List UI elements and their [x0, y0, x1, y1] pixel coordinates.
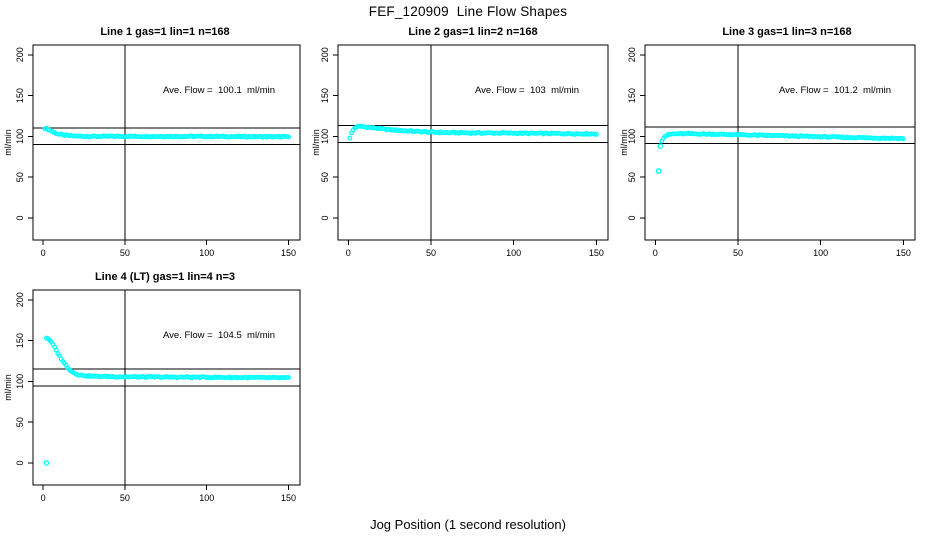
line-4-chart: 0 50 100 150 0 50 100 150 200 ml/min — [3, 289, 301, 503]
svg-text:200: 200 — [627, 47, 637, 62]
line-2-ave-flow-annotation: Ave. Flow = 103 ml/min — [474, 85, 580, 96]
svg-text:150: 150 — [281, 493, 296, 503]
svg-text:0: 0 — [320, 215, 330, 220]
line-3-chart: 0 50 100 150 0 50 100 150 200 ml/min — [619, 44, 916, 258]
svg-text:0: 0 — [41, 248, 46, 258]
data-points — [42, 125, 291, 140]
svg-text:0: 0 — [41, 493, 46, 503]
x-axis: 0 50 100 150 — [41, 485, 296, 503]
subplot-line-4: Line 4 (LT) gas=1 lin=4 n=3 0 50 100 150 0 50… — [0, 270, 308, 515]
svg-text:50: 50 — [15, 172, 25, 182]
svg-text:0: 0 — [653, 248, 658, 258]
x-axis: 0 50 100 150 — [653, 240, 911, 258]
subplot-line-3-title: Line 3 gas=1 lin=3 n=168 — [722, 26, 852, 38]
line-3-ave-flow-annotation: Ave. Flow = 101.2 ml/min — [778, 85, 892, 96]
line-1-chart: 0 50 100 150 0 50 100 150 200 ml/min — [3, 44, 301, 258]
y-axis-label: ml/min — [3, 374, 13, 401]
svg-text:0: 0 — [627, 215, 637, 220]
y-axis-label: ml/min — [619, 129, 629, 156]
y-axis-label: ml/min — [3, 129, 13, 156]
figure-xlabel: Jog Position (1 second resolution) — [370, 517, 566, 532]
data-points — [43, 335, 291, 466]
axes: 0 50 100 150 0 50 100 150 200 ml/min — [3, 44, 301, 258]
svg-text:0: 0 — [346, 248, 351, 258]
svg-text:200: 200 — [15, 47, 25, 62]
axes: 0 50 100 150 0 50 100 150 200 ml/min — [619, 44, 916, 258]
svg-text:50: 50 — [733, 248, 743, 258]
data-points — [655, 130, 906, 174]
reference-lines — [338, 45, 608, 240]
subplot-line-1: Line 1 gas=1 lin=1 n=168 0 50 100 150 0 50 100… — [0, 25, 308, 270]
svg-text:150: 150 — [15, 333, 25, 348]
axes: 0 50 100 150 0 50 100 150 200 ml/min — [311, 44, 609, 258]
x-axis: 0 50 100 150 — [346, 240, 604, 258]
data-points — [347, 123, 599, 141]
svg-text:150: 150 — [281, 248, 296, 258]
y-axis: 0 50 100 150 200 — [15, 47, 33, 220]
subplot-line-2: Line 2 gas=1 lin=2 n=168 0 50 100 150 0 50 100… — [308, 25, 616, 270]
subplot-line-4-title: Line 4 (LT) gas=1 lin=4 n=3 — [94, 271, 236, 283]
svg-text:100: 100 — [506, 248, 521, 258]
y-axis: 0 50 100 150 200 — [15, 292, 33, 465]
svg-text:0: 0 — [15, 215, 25, 220]
y-axis: 0 50 100 150 200 — [320, 47, 338, 220]
svg-text:50: 50 — [320, 172, 330, 182]
svg-text:100: 100 — [15, 374, 25, 389]
svg-text:100: 100 — [199, 493, 214, 503]
svg-text:150: 150 — [896, 248, 911, 258]
svg-text:0: 0 — [15, 460, 25, 465]
svg-text:200: 200 — [320, 47, 330, 62]
svg-text:150: 150 — [589, 248, 604, 258]
subplot-line-3: Line 3 gas=1 lin=3 n=168 0 50 100 150 0 50 100… — [616, 25, 936, 270]
svg-text:100: 100 — [320, 129, 330, 144]
svg-text:50: 50 — [627, 172, 637, 182]
y-axis: 0 50 100 150 200 — [627, 47, 645, 220]
svg-text:50: 50 — [426, 248, 436, 258]
svg-text:100: 100 — [813, 248, 828, 258]
svg-text:50: 50 — [120, 493, 130, 503]
svg-text:100: 100 — [15, 129, 25, 144]
svg-text:150: 150 — [320, 88, 330, 103]
figure-title: FEF_120909 Line Flow Shapes — [368, 4, 568, 19]
reference-lines — [33, 290, 300, 485]
line-2-chart: 0 50 100 150 0 50 100 150 200 ml/min — [311, 44, 609, 258]
line-4-ave-flow-annotation: Ave. Flow = 104.5 ml/min — [162, 330, 276, 341]
svg-text:100: 100 — [627, 129, 637, 144]
svg-text:50: 50 — [15, 417, 25, 427]
reference-lines — [33, 45, 300, 240]
axes: 0 50 100 150 0 50 100 150 200 ml/min — [3, 289, 301, 503]
y-axis-label: ml/min — [311, 129, 321, 156]
subplot-line-1-title: Line 1 gas=1 lin=1 n=168 — [100, 26, 230, 38]
svg-text:150: 150 — [15, 88, 25, 103]
svg-text:200: 200 — [15, 292, 25, 307]
svg-text:50: 50 — [120, 248, 130, 258]
svg-text:150: 150 — [627, 88, 637, 103]
subplot-line-2-title: Line 2 gas=1 lin=2 n=168 — [408, 26, 538, 38]
x-axis: 0 50 100 150 — [41, 240, 296, 258]
line-1-ave-flow-annotation: Ave. Flow = 100.1 ml/min — [162, 85, 276, 96]
svg-text:100: 100 — [199, 248, 214, 258]
reference-lines — [645, 45, 915, 240]
